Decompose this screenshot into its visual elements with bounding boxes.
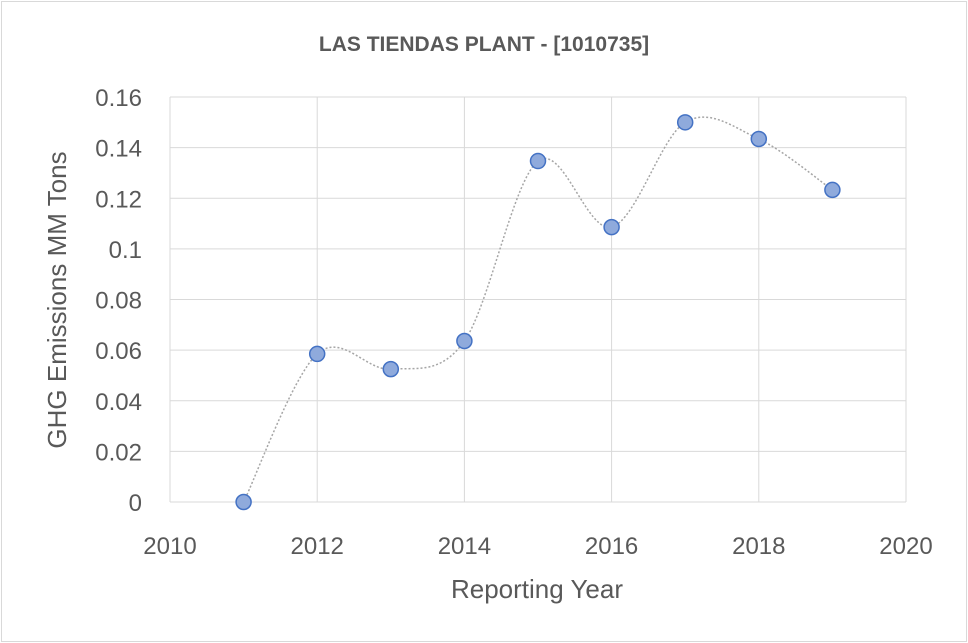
x-tick-label: 2018	[732, 533, 785, 560]
data-point	[382, 360, 400, 378]
data-point	[235, 493, 252, 511]
data-point	[603, 218, 620, 236]
data-points	[235, 114, 841, 511]
data-point	[824, 181, 841, 199]
tick-labels: 0 0.02 0.04 0.06 0.08 0.1 0.12 0.14 0.16 2010 2012…	[95, 85, 932, 560]
x-tick-label: 2016	[585, 533, 638, 560]
y-tick-label: 0.08	[95, 288, 142, 315]
y-axis-label: GHG Emissions MM Tons	[42, 151, 72, 448]
y-tick-label: 0.04	[95, 389, 142, 416]
chart-title: LAS TIENDAS PLANT - [1010735]	[319, 33, 649, 56]
grid	[169, 96, 907, 503]
data-point	[676, 114, 694, 131]
y-tick-label: 0.14	[95, 136, 142, 163]
x-tick-label: 2010	[143, 533, 196, 560]
x-tick-label: 2020	[879, 533, 932, 560]
y-tick-label: 0.12	[95, 186, 142, 213]
y-tick-label: 0.02	[95, 439, 142, 466]
data-point	[750, 130, 768, 148]
y-tick-label: 0.16	[95, 85, 142, 112]
data-point	[529, 152, 547, 170]
series-line	[242, 116, 833, 503]
y-tick-label: 0	[129, 490, 142, 517]
y-tick-label: 0.1	[109, 237, 142, 264]
y-tick-label: 0.06	[95, 338, 142, 365]
x-tick-label: 2012	[291, 533, 344, 560]
x-axis-label: Reporting Year	[451, 574, 623, 604]
data-point	[308, 345, 326, 363]
x-tick-label: 2014	[438, 533, 491, 560]
data-point	[456, 332, 473, 350]
